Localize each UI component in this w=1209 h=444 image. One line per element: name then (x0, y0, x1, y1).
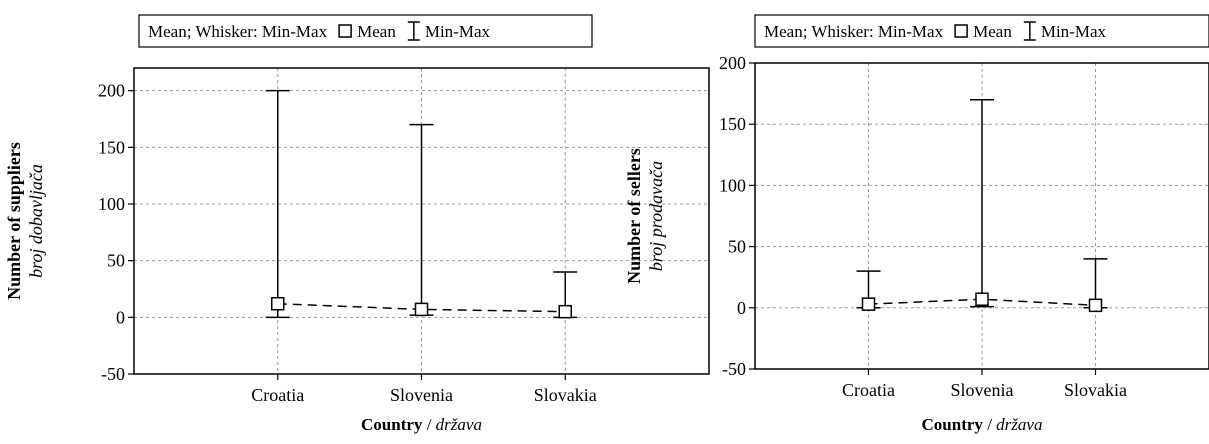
x-tick-label: Slovakia (1064, 380, 1127, 400)
y-tick-label: 50 (728, 237, 746, 257)
mean-marker-slovenia (414, 302, 429, 317)
legend-minmax-label: Min-Max (1041, 22, 1107, 41)
mean-marker-slovenia (975, 292, 989, 306)
y-tick-label: 0 (116, 307, 125, 327)
x-tick-label: Croatia (251, 385, 304, 405)
chart-2: -50 0 50 100 150 200 Croatia Slovenia Slovakia Me… (624, 14, 1209, 434)
legend-mean-icon (338, 24, 352, 38)
x-tick-label: Slovakia (534, 385, 597, 405)
legend-title: Mean; Whisker: Min-Max (764, 22, 944, 41)
y-tick-label: 100 (98, 194, 125, 214)
mean-marker-croatia (861, 297, 876, 311)
x-axis-label: Country / država (922, 415, 1043, 434)
y-axis-label-translation: broj prodavača (646, 161, 666, 271)
legend-mean-label: Mean (357, 22, 396, 41)
x-axis-label-main: Country (922, 415, 984, 434)
y-axis-label: Number of suppliers (4, 142, 24, 300)
x-axis-label: Country / država (361, 415, 482, 434)
y-tick-label: 200 (98, 81, 125, 101)
chart-1: -50 0 50 100 150 200 Croatia Slovenia Slovakia Me… (4, 14, 710, 434)
x-axis-label-separator: / (983, 415, 996, 434)
x-axis-label-translation: država (996, 415, 1042, 434)
y-tick-label: 100 (719, 175, 746, 195)
x-tick-label: Slovenia (951, 380, 1014, 400)
legend-frame (754, 14, 1209, 48)
legend-minmax-label: Min-Max (425, 22, 491, 41)
x-axis-label-main: Country (361, 415, 423, 434)
x-tick-label: Croatia (842, 380, 895, 400)
x-axis-label-separator: / (422, 415, 435, 434)
legend-title: Mean; Whisker: Min-Max (148, 22, 328, 41)
mean-marker-slovakia (1088, 298, 1103, 313)
y-tick-label: 150 (719, 114, 746, 134)
x-axis-label-translation: država (436, 415, 482, 434)
y-tick-label: 0 (737, 298, 746, 318)
y-axis-label-translation: broj dobavljača (26, 164, 46, 278)
y-tick-label: -50 (101, 364, 125, 384)
y-axis-label: Number of sellers (624, 148, 644, 284)
y-tick-label: 200 (719, 53, 746, 73)
legend-mean-label: Mean (973, 22, 1012, 41)
mean-marker-slovakia (558, 304, 572, 319)
legend-mean-icon (954, 24, 968, 38)
y-tick-label: -50 (722, 359, 746, 379)
legend: Mean; Whisker: Min-Max Mean Min-Max (754, 14, 1209, 48)
y-tick-label: 50 (107, 251, 125, 271)
legend-frame (138, 14, 593, 48)
mean-marker-croatia (271, 296, 285, 311)
legend: Mean; Whisker: Min-Max Mean Min-Max (138, 14, 593, 48)
x-tick-label: Slovenia (390, 385, 453, 405)
y-tick-label: 150 (98, 137, 125, 157)
